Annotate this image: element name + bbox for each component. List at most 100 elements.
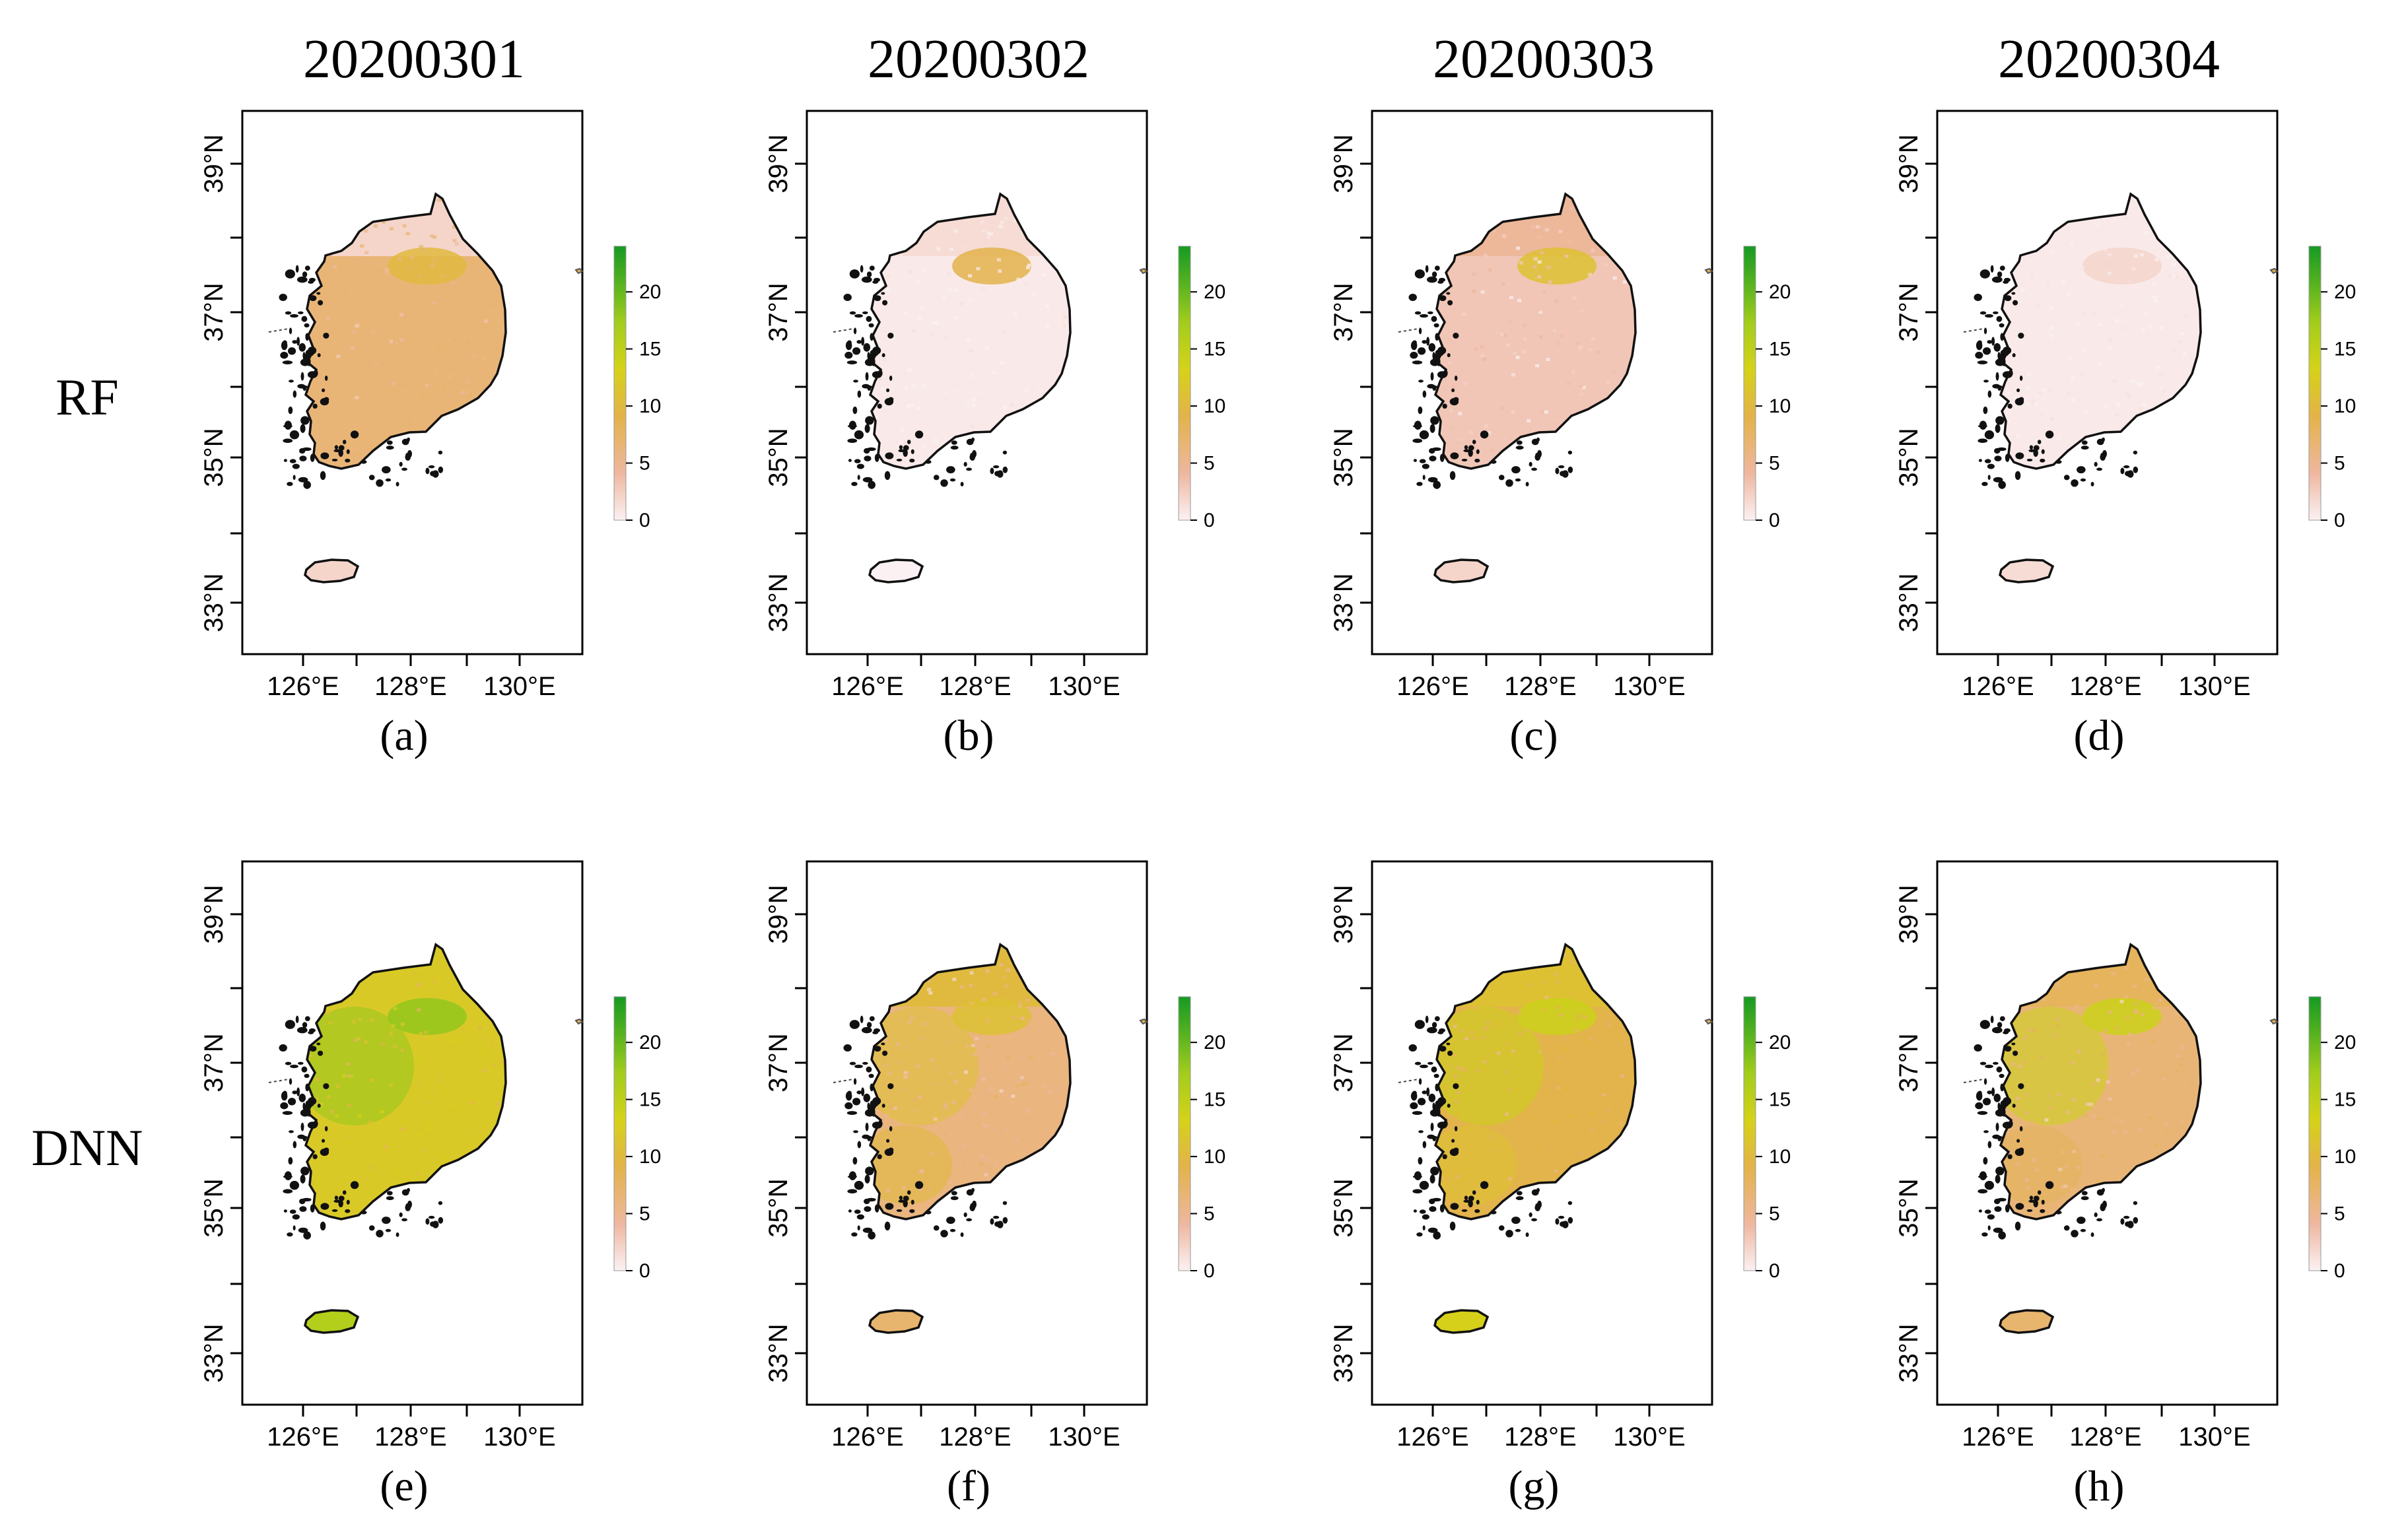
speckle bbox=[949, 248, 953, 251]
colorbar-tick-label: 15 bbox=[1769, 339, 1791, 360]
speckle bbox=[493, 1041, 498, 1045]
speckle bbox=[2031, 400, 2036, 404]
speckle bbox=[1482, 1201, 1487, 1205]
speckle bbox=[370, 1166, 374, 1170]
island bbox=[1437, 347, 1447, 354]
speckle bbox=[1020, 1083, 1025, 1087]
jeju-island bbox=[1999, 1309, 2055, 1334]
speckle bbox=[932, 321, 936, 325]
island bbox=[856, 1214, 864, 1220]
speckle bbox=[2092, 1082, 2097, 1086]
speckle bbox=[1515, 356, 1520, 360]
lat-tick-label: 33°N bbox=[1894, 573, 1923, 632]
island bbox=[324, 397, 329, 402]
speckle bbox=[2172, 274, 2176, 278]
island bbox=[1428, 311, 1433, 315]
island bbox=[1991, 337, 1995, 346]
island bbox=[1430, 1122, 1434, 1131]
island bbox=[849, 1061, 856, 1065]
lat-tick-label: 39°N bbox=[764, 885, 793, 943]
speckle bbox=[994, 1095, 998, 1099]
speckle bbox=[446, 1123, 450, 1127]
date-header: 20200301 bbox=[303, 28, 525, 90]
row-label-dnn: DNN bbox=[32, 1119, 143, 1176]
island bbox=[1974, 1044, 1982, 1052]
island bbox=[324, 1147, 329, 1153]
island bbox=[1410, 1102, 1418, 1110]
island bbox=[864, 358, 875, 366]
speckle bbox=[1561, 1047, 1565, 1051]
island bbox=[1999, 1073, 2005, 1079]
speckle bbox=[2103, 249, 2108, 253]
island bbox=[2120, 1218, 2125, 1225]
speckle bbox=[1459, 1130, 1464, 1134]
east-islet bbox=[2269, 267, 2279, 275]
speckle bbox=[920, 1169, 924, 1173]
colorbar-tick-label: 10 bbox=[1204, 395, 1225, 417]
island bbox=[2041, 449, 2045, 454]
island bbox=[1993, 385, 2003, 389]
island bbox=[1982, 1098, 1991, 1106]
speckle bbox=[2067, 325, 2071, 329]
speckle bbox=[1527, 418, 1531, 422]
island bbox=[1993, 1093, 2001, 1102]
speckle bbox=[1020, 1017, 1025, 1021]
speckle bbox=[2084, 410, 2088, 414]
speckle bbox=[383, 262, 388, 266]
speckle bbox=[444, 1156, 448, 1160]
speckle bbox=[316, 1178, 321, 1182]
island bbox=[1985, 314, 1993, 318]
speckle bbox=[2123, 1130, 2127, 1134]
island bbox=[1999, 323, 2005, 328]
speckle bbox=[2024, 1136, 2029, 1140]
island bbox=[1994, 1206, 2002, 1212]
island bbox=[342, 1190, 347, 1195]
colorbar-tick-label: 0 bbox=[2334, 510, 2345, 531]
island bbox=[1515, 478, 1521, 482]
island bbox=[884, 471, 891, 481]
speckle bbox=[1026, 1110, 1031, 1114]
island bbox=[1979, 311, 1987, 315]
island bbox=[281, 341, 288, 351]
island bbox=[292, 1225, 296, 1230]
speckle bbox=[2021, 1164, 2026, 1168]
speckle bbox=[2131, 267, 2136, 271]
speckle bbox=[351, 446, 355, 450]
island bbox=[2037, 1190, 2042, 1195]
colorbar-tick-label: 0 bbox=[2334, 1260, 2345, 1282]
speckle bbox=[2071, 1097, 2076, 1101]
island bbox=[289, 1180, 300, 1190]
island bbox=[1447, 1104, 1451, 1108]
speckle bbox=[893, 313, 897, 317]
speckle bbox=[1490, 448, 1494, 452]
island bbox=[1976, 341, 1983, 351]
speckle bbox=[887, 288, 891, 292]
island bbox=[1558, 1215, 1565, 1219]
colorbar-tick-label: 10 bbox=[1769, 395, 1791, 417]
speckle bbox=[1571, 292, 1575, 296]
speckle bbox=[1605, 1059, 1610, 1063]
speckle bbox=[408, 266, 413, 270]
speckle bbox=[1546, 358, 1550, 362]
island bbox=[438, 1201, 443, 1205]
island bbox=[869, 1016, 875, 1021]
island bbox=[1410, 1091, 1418, 1101]
island bbox=[308, 1046, 317, 1050]
lat-tick-label: 35°N bbox=[1894, 1178, 1923, 1237]
east-islet bbox=[1139, 267, 1148, 275]
island bbox=[866, 316, 872, 322]
speckle bbox=[1569, 1114, 1574, 1118]
island bbox=[963, 461, 967, 467]
island bbox=[282, 360, 293, 364]
island bbox=[1418, 1130, 1424, 1133]
speckle bbox=[1017, 1092, 1021, 1096]
island bbox=[1431, 447, 1441, 452]
island bbox=[844, 351, 853, 359]
speckle bbox=[1006, 968, 1010, 972]
island bbox=[1434, 1016, 1440, 1021]
island bbox=[305, 1083, 310, 1092]
island bbox=[2123, 465, 2130, 469]
speckle bbox=[1579, 384, 1583, 388]
speckle bbox=[314, 1096, 319, 1100]
speckle bbox=[1542, 1008, 1547, 1012]
